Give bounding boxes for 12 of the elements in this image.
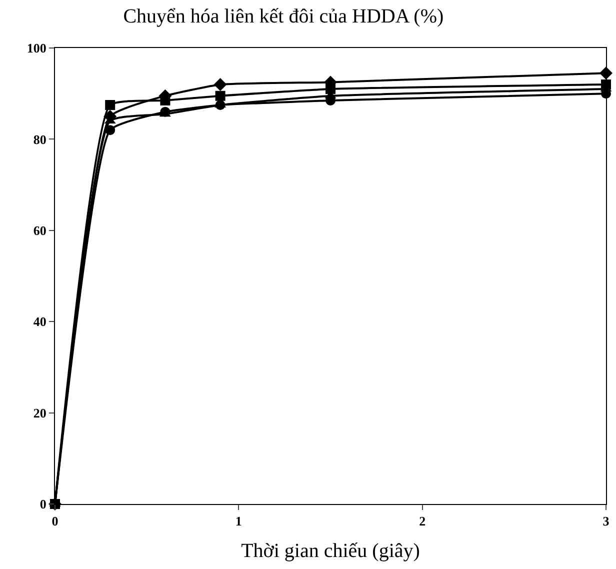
x-tick-label: 1	[235, 514, 242, 529]
x-tick-label: 2	[419, 514, 426, 529]
y-tick-label: 100	[26, 40, 46, 56]
y-tick-label: 0	[40, 496, 46, 512]
x-tick-label: 0	[52, 514, 58, 529]
x-axis-title: Thời gian chiếu (giây)	[241, 540, 420, 562]
y-tick-label: 20	[33, 405, 46, 420]
y-tick-label: 60	[33, 222, 46, 238]
x-tick-label: 3	[602, 514, 610, 529]
chart-title: Chuyển hóa liên kết đôi của HDDA (%)	[123, 6, 444, 28]
y-tick-label: 80	[33, 132, 46, 147]
y-tick-label: 40	[33, 314, 46, 330]
